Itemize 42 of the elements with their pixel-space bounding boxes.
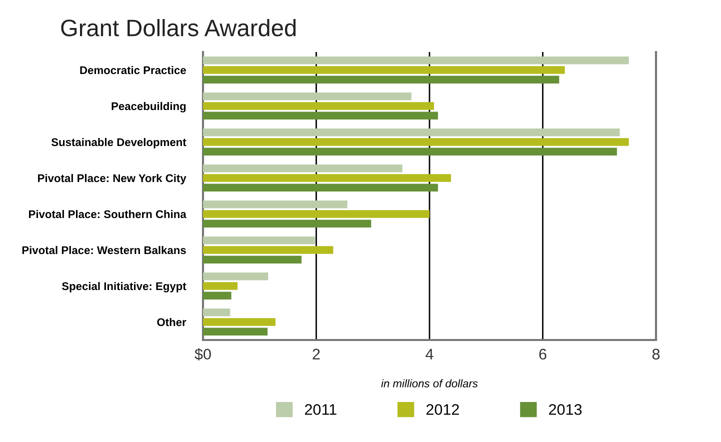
x-tick-label: 4 bbox=[426, 348, 434, 360]
y-tick-label: Pivotal Place: Southern China bbox=[29, 210, 186, 218]
bar bbox=[203, 292, 232, 300]
bar bbox=[203, 282, 238, 290]
x-tick-label: 8 bbox=[652, 348, 660, 360]
bar bbox=[203, 56, 629, 64]
y-tick-label: Special Initiative: Egypt bbox=[62, 282, 186, 292]
bar bbox=[203, 236, 316, 244]
chart-title: Grant Dollars Awarded bbox=[61, 18, 296, 36]
bar bbox=[203, 112, 438, 120]
x-tick-label: 6 bbox=[539, 348, 546, 360]
x-axis-title: in millions of dollars bbox=[381, 379, 478, 388]
bar bbox=[203, 200, 348, 208]
y-tick-label: Democratic Practice bbox=[80, 66, 186, 74]
bar bbox=[203, 128, 620, 136]
x-tick-label: $0 bbox=[194, 348, 211, 360]
bar bbox=[203, 184, 438, 192]
bar bbox=[203, 246, 334, 254]
bar bbox=[203, 210, 430, 218]
bar bbox=[203, 66, 565, 74]
bar bbox=[203, 138, 629, 146]
bar bbox=[203, 174, 452, 182]
y-tick-label: Other bbox=[157, 318, 186, 326]
bar bbox=[203, 272, 268, 280]
bar bbox=[203, 102, 434, 110]
bar bbox=[203, 220, 372, 228]
legend-label: 2013 bbox=[549, 404, 582, 415]
bar bbox=[203, 256, 302, 264]
y-tick-label: Peacebuilding bbox=[112, 102, 186, 112]
y-tick-label: Pivotal Place: Western Balkans bbox=[22, 246, 186, 254]
bar bbox=[203, 318, 276, 326]
bar bbox=[203, 148, 617, 156]
bar bbox=[203, 92, 412, 100]
y-tick-label: Sustainable Development bbox=[51, 138, 186, 148]
bar bbox=[203, 328, 268, 336]
bar bbox=[203, 308, 230, 316]
x-tick-label: 2 bbox=[312, 348, 320, 360]
legend-label: 2011 bbox=[304, 404, 336, 415]
bar bbox=[203, 76, 560, 84]
y-tick-label: Pivotal Place: New York City bbox=[38, 174, 186, 184]
bar bbox=[203, 164, 402, 172]
legend-label: 2012 bbox=[426, 404, 459, 415]
